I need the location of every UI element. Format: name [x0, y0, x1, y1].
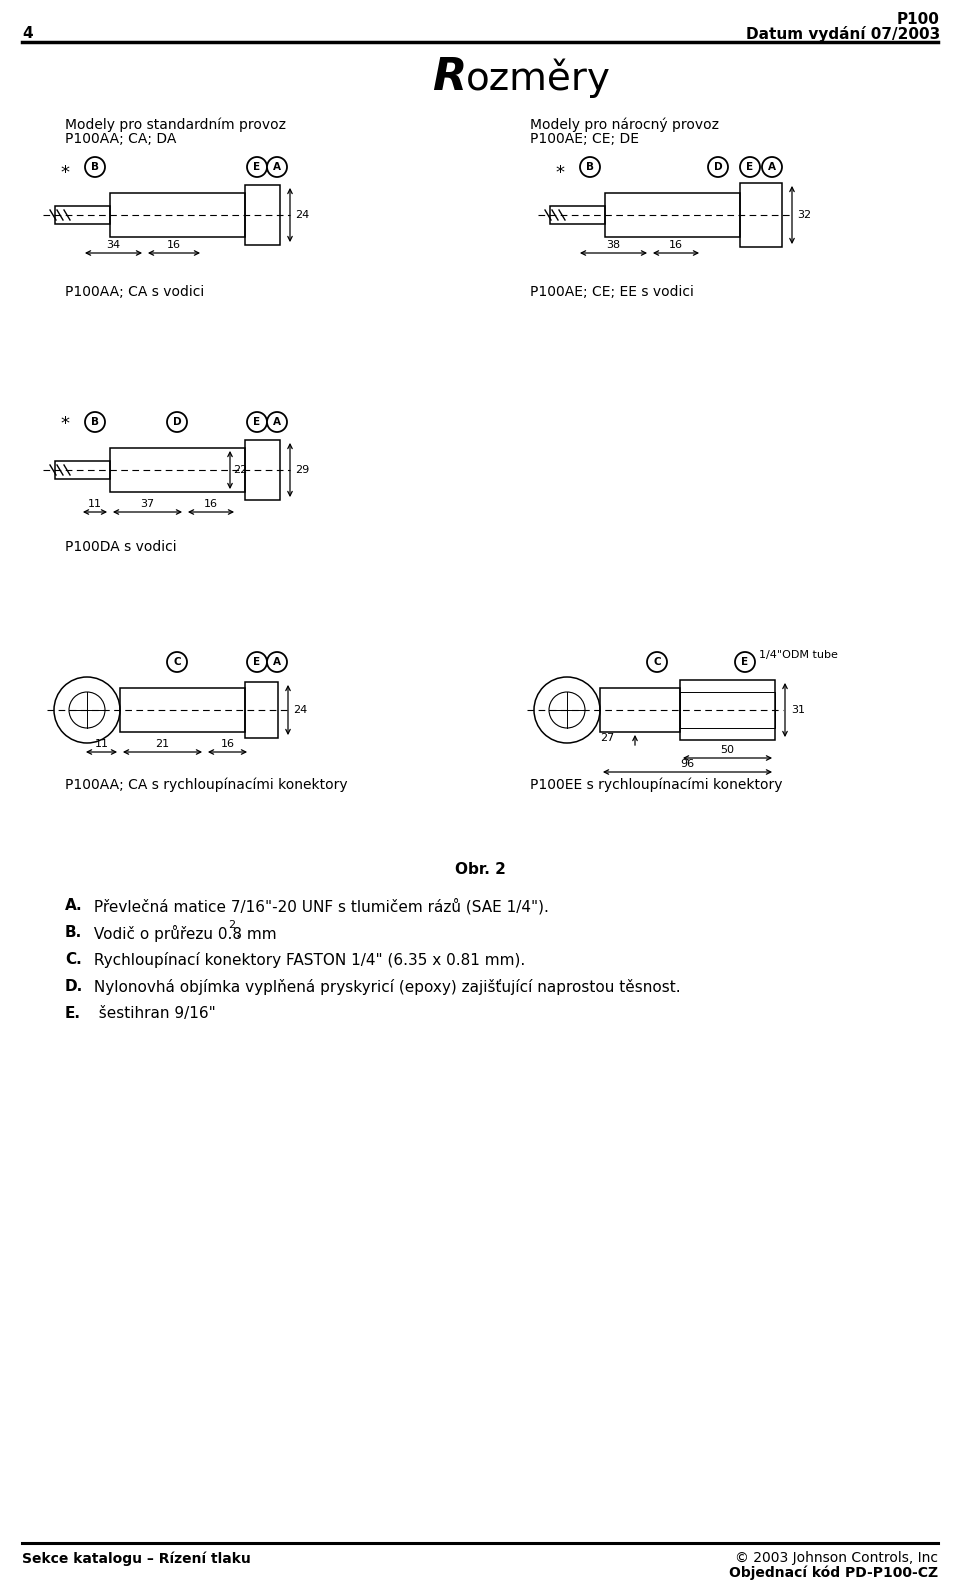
Text: A: A: [273, 656, 281, 667]
Text: 34: 34: [107, 240, 121, 249]
Circle shape: [580, 157, 600, 176]
Text: Vodič o průřezu 0.8 mm: Vodič o průřezu 0.8 mm: [89, 925, 276, 942]
Text: 16: 16: [167, 240, 181, 249]
Text: 1/4"ODM tube: 1/4"ODM tube: [759, 650, 838, 659]
Text: 22: 22: [233, 466, 247, 475]
Circle shape: [267, 157, 287, 176]
Circle shape: [762, 157, 782, 176]
Text: D: D: [173, 416, 181, 427]
Text: P100AA; CA s rychloupínacími konektory: P100AA; CA s rychloupínacími konektory: [65, 779, 348, 793]
Text: C: C: [653, 656, 660, 667]
Text: E.: E.: [65, 1006, 81, 1022]
Text: 4: 4: [22, 25, 33, 41]
Text: P100AA; CA; DA: P100AA; CA; DA: [65, 132, 177, 146]
Bar: [110, 448, 245, 493]
Text: ozměry: ozměry: [466, 59, 611, 99]
Text: 37: 37: [140, 499, 155, 508]
Text: 16: 16: [669, 240, 683, 249]
Text: Modely pro nárocný provoz: Modely pro nárocný provoz: [530, 118, 719, 132]
Circle shape: [85, 412, 105, 432]
Text: Datum vydání 07/2003: Datum vydání 07/2003: [746, 25, 940, 41]
Text: D: D: [713, 162, 722, 172]
Text: 27: 27: [600, 733, 614, 744]
Bar: [120, 688, 245, 733]
Text: *: *: [556, 164, 564, 183]
Text: B: B: [91, 416, 99, 427]
Text: 38: 38: [607, 240, 620, 249]
Bar: [740, 183, 782, 246]
Circle shape: [735, 651, 755, 672]
Circle shape: [740, 157, 760, 176]
Circle shape: [167, 651, 187, 672]
Text: 32: 32: [797, 210, 811, 219]
Text: B.: B.: [65, 925, 83, 941]
Bar: [600, 688, 680, 733]
Circle shape: [167, 412, 187, 432]
Text: R: R: [432, 57, 466, 100]
Circle shape: [247, 412, 267, 432]
Text: 11: 11: [94, 739, 108, 748]
Text: © 2003 Johnson Controls, Inc: © 2003 Johnson Controls, Inc: [735, 1551, 938, 1565]
Circle shape: [647, 651, 667, 672]
Text: 31: 31: [791, 706, 805, 715]
Circle shape: [85, 157, 105, 176]
Text: 96: 96: [681, 760, 695, 769]
Text: P100EE s rychloupínacími konektory: P100EE s rychloupínacími konektory: [530, 779, 782, 793]
Text: E: E: [747, 162, 754, 172]
Circle shape: [708, 157, 728, 176]
Text: E: E: [253, 416, 260, 427]
Bar: [245, 682, 278, 737]
Text: Rychloupínací konektory FASTON 1/4" (6.35 x 0.81 mm).: Rychloupínací konektory FASTON 1/4" (6.3…: [89, 952, 525, 968]
Bar: [680, 680, 775, 740]
Circle shape: [267, 412, 287, 432]
Circle shape: [247, 651, 267, 672]
Text: Objednací kód PD-P100-CZ: Objednací kód PD-P100-CZ: [729, 1565, 938, 1579]
Text: Nylonovhá objímka vyplňená pryskyricí (epoxy) zajišťující naprostou těsnost.: Nylonovhá objímka vyplňená pryskyricí (e…: [89, 979, 681, 995]
Text: 16: 16: [204, 499, 218, 508]
Text: Sekce katalogu – Rízení tlaku: Sekce katalogu – Rízení tlaku: [22, 1551, 251, 1565]
Text: P100DA s vodici: P100DA s vodici: [65, 540, 177, 555]
Text: P100AE; CE; DE: P100AE; CE; DE: [530, 132, 639, 146]
Bar: [605, 192, 740, 237]
Text: 24: 24: [295, 210, 309, 219]
Text: A.: A.: [65, 898, 83, 914]
Bar: [680, 691, 775, 728]
Circle shape: [247, 157, 267, 176]
Text: 24: 24: [293, 706, 307, 715]
Text: P100AA; CA s vodici: P100AA; CA s vodici: [65, 284, 204, 299]
Bar: [55, 461, 110, 478]
Text: *: *: [60, 164, 69, 183]
Text: 11: 11: [88, 499, 102, 508]
Text: E: E: [253, 656, 260, 667]
Text: B: B: [91, 162, 99, 172]
Text: A: A: [273, 162, 281, 172]
Bar: [55, 207, 110, 224]
Text: .: .: [235, 925, 240, 941]
Bar: [110, 192, 245, 237]
Text: 16: 16: [221, 739, 234, 748]
Text: P100AE; CE; EE s vodici: P100AE; CE; EE s vodici: [530, 284, 694, 299]
Text: 21: 21: [156, 739, 170, 748]
Text: D.: D.: [65, 979, 84, 995]
Bar: [245, 184, 280, 245]
Bar: [245, 440, 280, 501]
Text: E: E: [253, 162, 260, 172]
Text: C.: C.: [65, 952, 82, 968]
Bar: [550, 207, 605, 224]
Text: B: B: [586, 162, 594, 172]
Text: šestihran 9/16": šestihran 9/16": [89, 1006, 216, 1022]
Text: Převlečná matice 7/16"-20 UNF s tlumičem rázů (SAE 1/4").: Převlečná matice 7/16"-20 UNF s tlumičem…: [89, 898, 549, 915]
Text: *: *: [60, 415, 69, 432]
Text: E: E: [741, 656, 749, 667]
Text: Obr. 2: Obr. 2: [455, 861, 505, 877]
Text: A: A: [768, 162, 776, 172]
Text: C: C: [173, 656, 180, 667]
Text: 2: 2: [228, 920, 235, 930]
Text: A: A: [273, 416, 281, 427]
Circle shape: [267, 651, 287, 672]
Text: 50: 50: [721, 745, 734, 755]
Text: 29: 29: [295, 466, 309, 475]
Text: P100: P100: [898, 13, 940, 27]
Text: Modely pro standardním provoz: Modely pro standardním provoz: [65, 118, 286, 132]
